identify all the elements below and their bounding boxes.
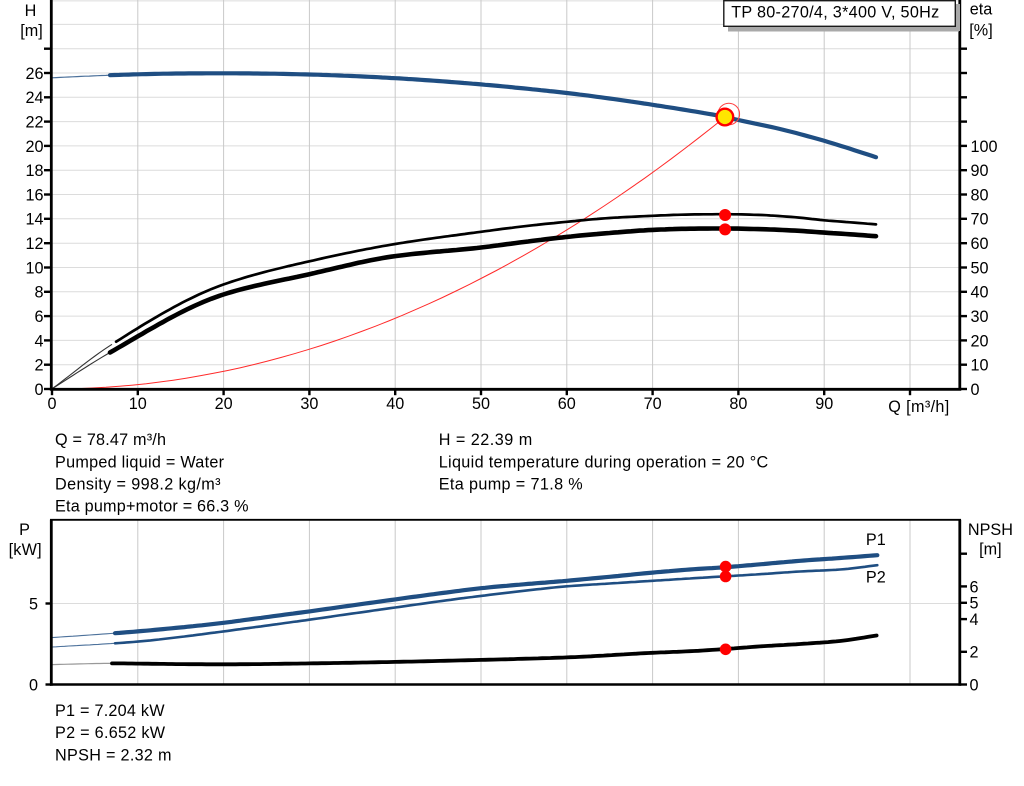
svg-text:Liquid temperature during oper: Liquid temperature during operation = 20… (439, 453, 769, 471)
svg-text:20: 20 (971, 332, 989, 350)
svg-text:20: 20 (215, 395, 233, 413)
svg-text:90: 90 (971, 162, 989, 180)
svg-text:18: 18 (25, 162, 43, 180)
svg-text:16: 16 (25, 186, 43, 204)
svg-text:12: 12 (25, 235, 43, 253)
svg-text:24: 24 (25, 89, 43, 107)
svg-text:0: 0 (971, 381, 980, 399)
svg-text:NPSH = 2.32 m: NPSH = 2.32 m (55, 746, 172, 764)
svg-text:26: 26 (25, 65, 43, 83)
svg-text:Pumped liquid = Water: Pumped liquid = Water (55, 453, 225, 471)
svg-text:6: 6 (970, 578, 979, 596)
svg-text:0: 0 (34, 381, 43, 399)
svg-text:Q [m³/h]: Q [m³/h] (888, 398, 949, 416)
svg-text:6: 6 (34, 308, 43, 326)
svg-text:60: 60 (558, 395, 576, 413)
svg-text:40: 40 (971, 284, 989, 302)
svg-text:22: 22 (25, 114, 43, 132)
svg-text:90: 90 (815, 395, 833, 413)
svg-text:50: 50 (971, 259, 989, 277)
svg-text:14: 14 (25, 211, 43, 229)
svg-text:H = 22.39 m: H = 22.39 m (439, 431, 533, 449)
svg-text:30: 30 (971, 308, 989, 326)
svg-text:70: 70 (644, 395, 662, 413)
svg-text:50: 50 (472, 395, 490, 413)
svg-text:0: 0 (29, 676, 38, 694)
svg-text:10: 10 (25, 259, 43, 277)
svg-text:80: 80 (729, 395, 747, 413)
svg-text:Eta pump+motor = 66.3 %: Eta pump+motor = 66.3 % (55, 497, 249, 515)
svg-text:8: 8 (34, 284, 43, 302)
svg-text:0: 0 (970, 676, 979, 694)
svg-text:Density = 998.2 kg/m³: Density = 998.2 kg/m³ (55, 476, 221, 494)
svg-text:[m]: [m] (20, 22, 42, 40)
svg-text:Q = 78.47 m³/h: Q = 78.47 m³/h (55, 431, 166, 449)
svg-text:2: 2 (970, 644, 979, 662)
svg-text:P2 = 6.652 kW: P2 = 6.652 kW (55, 724, 166, 742)
svg-text:H: H (25, 2, 37, 20)
svg-text:[%]: [%] (969, 22, 992, 40)
svg-text:70: 70 (971, 211, 989, 229)
svg-text:NPSH: NPSH (968, 521, 1013, 539)
svg-text:100: 100 (971, 138, 998, 156)
svg-text:60: 60 (971, 235, 989, 253)
svg-text:[m]: [m] (979, 541, 1001, 559)
svg-text:P1: P1 (866, 531, 886, 549)
svg-text:TP 80-270/4, 3*400 V, 50Hz: TP 80-270/4, 3*400 V, 50Hz (731, 4, 939, 22)
svg-text:eta: eta (970, 1, 993, 19)
svg-text:10: 10 (971, 357, 989, 375)
svg-text:5: 5 (29, 595, 38, 613)
svg-text:40: 40 (386, 395, 404, 413)
svg-text:4: 4 (34, 332, 43, 350)
svg-text:P2: P2 (866, 568, 886, 586)
svg-text:Eta pump = 71.8 %: Eta pump = 71.8 % (439, 476, 583, 494)
svg-text:[kW]: [kW] (9, 541, 42, 559)
svg-text:2: 2 (34, 357, 43, 375)
svg-text:P: P (19, 521, 30, 539)
svg-text:30: 30 (300, 395, 318, 413)
svg-text:10: 10 (129, 395, 147, 413)
svg-text:80: 80 (971, 186, 989, 204)
svg-text:0: 0 (47, 395, 56, 413)
svg-text:P1 = 7.204 kW: P1 = 7.204 kW (55, 702, 165, 720)
svg-text:5: 5 (970, 595, 979, 613)
svg-text:20: 20 (25, 138, 43, 156)
svg-text:4: 4 (970, 611, 979, 629)
